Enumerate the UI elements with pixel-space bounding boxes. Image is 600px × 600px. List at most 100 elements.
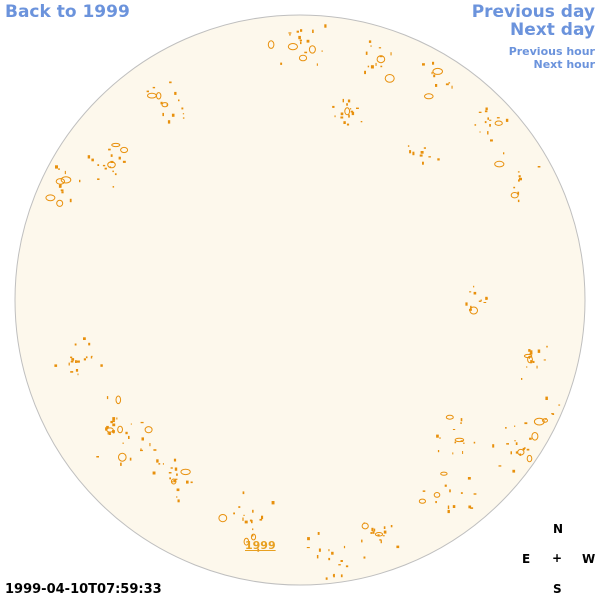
- solar-feature-mark: [527, 355, 533, 364]
- solar-feature-mark: [432, 67, 444, 75]
- solar-feature-mark: [422, 63, 425, 66]
- solar-feature-mark: [249, 519, 253, 522]
- solar-feature-mark: [485, 107, 488, 111]
- solar-feature-mark: [537, 166, 541, 168]
- solar-feature-mark: [448, 82, 451, 84]
- solar-feature-mark: [350, 108, 352, 110]
- solar-feature-mark: [460, 418, 463, 422]
- solar-feature-mark: [537, 349, 541, 353]
- solar-feature-mark: [473, 441, 476, 444]
- solar-feature-mark: [316, 63, 318, 66]
- solar-feature-mark: [288, 32, 292, 34]
- solar-feature-mark: [361, 522, 369, 530]
- solar-feature-mark: [445, 83, 449, 86]
- solar-feature-mark: [304, 51, 308, 54]
- solar-feature-mark: [484, 121, 487, 124]
- solar-feature-mark: [316, 555, 319, 559]
- solar-feature-mark: [473, 493, 477, 495]
- solar-feature-mark: [494, 120, 503, 126]
- solar-feature-mark: [181, 107, 184, 110]
- solar-feature-mark: [522, 447, 525, 451]
- solar-feature-mark: [379, 55, 383, 58]
- solar-feature-mark: [190, 481, 193, 484]
- solar-feature-mark: [106, 425, 109, 429]
- solar-feature-mark: [338, 564, 341, 566]
- solar-feature-mark: [447, 505, 450, 509]
- solar-feature-mark: [158, 463, 161, 465]
- solar-feature-mark: [463, 442, 465, 444]
- solar-feature-mark: [109, 166, 112, 168]
- solar-feature-mark: [171, 113, 175, 117]
- solar-feature-mark: [173, 479, 176, 483]
- solar-feature-mark: [350, 110, 354, 113]
- solar-feature-mark: [498, 465, 502, 467]
- solar-feature-mark: [449, 489, 451, 493]
- solar-feature-mark: [484, 110, 488, 113]
- solar-feature-mark: [378, 47, 382, 49]
- solar-feature-mark: [162, 463, 164, 465]
- solar-feature-mark: [325, 577, 328, 580]
- solar-feature-mark: [149, 443, 151, 447]
- solar-feature-mark: [542, 418, 548, 423]
- solar-feature-mark: [298, 35, 301, 40]
- solar-feature-mark: [55, 178, 66, 185]
- solar-feature-mark: [170, 467, 173, 469]
- solar-disk: [14, 14, 586, 586]
- solar-feature-mark: [519, 177, 522, 181]
- solar-feature-mark: [75, 360, 77, 363]
- solar-feature-mark: [370, 532, 373, 534]
- solar-feature-mark: [97, 164, 100, 166]
- solar-feature-mark: [140, 448, 142, 450]
- solar-feature-mark: [524, 422, 528, 425]
- solar-feature-mark: [114, 173, 117, 176]
- solar-feature-mark: [332, 105, 335, 108]
- solar-feature-mark: [512, 469, 516, 473]
- back-to-year-link[interactable]: Back to 1999: [5, 2, 130, 22]
- solar-feature-mark: [90, 356, 93, 359]
- solar-feature-mark: [340, 112, 344, 116]
- solar-feature-mark: [250, 533, 257, 541]
- solar-feature-mark: [182, 117, 185, 119]
- solar-feature-mark: [531, 432, 539, 441]
- solar-feature-mark: [70, 356, 73, 359]
- solar-feature-mark: [112, 417, 116, 421]
- solar-feature-mark: [510, 451, 512, 455]
- previous-hour-link[interactable]: Previous hour: [508, 45, 595, 58]
- solar-feature-mark: [356, 107, 359, 109]
- solar-feature-mark: [69, 198, 72, 203]
- solar-feature-mark: [380, 65, 383, 68]
- solar-feature-mark: [167, 120, 171, 124]
- solar-feature-mark: [468, 505, 472, 509]
- solar-feature-mark: [485, 297, 488, 300]
- year-link[interactable]: 1999: [245, 539, 276, 552]
- solar-feature-mark: [452, 505, 456, 508]
- solar-feature-mark: [371, 527, 374, 532]
- solar-feature-mark: [118, 452, 127, 462]
- solar-feature-mark: [79, 179, 81, 183]
- solar-feature-mark: [334, 115, 336, 118]
- previous-day-link[interactable]: Previous day: [471, 2, 595, 22]
- next-hour-link[interactable]: Next hour: [533, 58, 596, 71]
- solar-feature-mark: [169, 81, 172, 84]
- solar-feature-mark: [374, 532, 384, 537]
- solar-feature-mark: [333, 573, 335, 578]
- solar-feature-mark: [306, 547, 310, 549]
- next-day-link[interactable]: Next day: [510, 20, 595, 40]
- solar-feature-mark: [351, 111, 355, 116]
- solar-feature-mark: [176, 473, 178, 476]
- solar-feature-mark: [56, 199, 64, 207]
- solar-feature-mark: [299, 39, 302, 42]
- solar-feature-mark: [432, 61, 435, 65]
- solar-feature-mark: [140, 449, 143, 452]
- solar-feature-mark: [112, 186, 115, 188]
- solar-feature-mark: [96, 456, 99, 458]
- solar-feature-mark: [382, 535, 385, 537]
- solar-feature-mark: [171, 480, 173, 483]
- solar-feature-mark: [546, 345, 548, 348]
- solar-feature-mark: [517, 171, 520, 173]
- solar-feature-mark: [478, 300, 482, 302]
- solar-feature-mark: [257, 548, 260, 552]
- solar-feature-mark: [174, 91, 177, 95]
- solar-feature-mark: [465, 302, 468, 306]
